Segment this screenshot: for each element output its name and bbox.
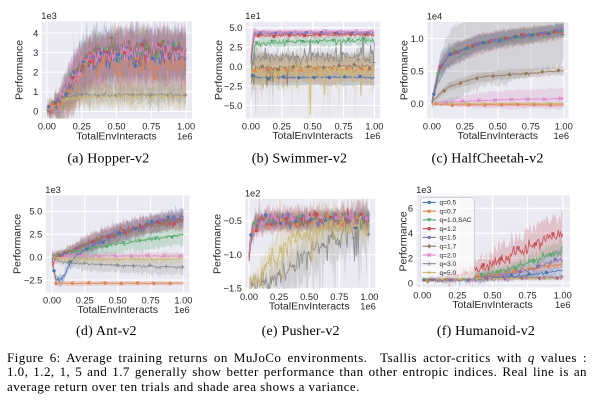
svg-text:0.25: 0.25 xyxy=(273,121,291,131)
svg-text:0.00: 0.00 xyxy=(413,290,431,300)
svg-text:0.00: 0.00 xyxy=(38,122,56,132)
svg-text:q=1.7: q=1.7 xyxy=(440,244,457,251)
svg-text:Performance: Performance xyxy=(12,214,24,274)
svg-text:2.5: 2.5 xyxy=(229,42,242,52)
svg-text:−1.0: −1.0 xyxy=(224,250,242,260)
svg-text:2.5: 2.5 xyxy=(29,230,42,240)
svg-text:0.5: 0.5 xyxy=(411,67,424,77)
svg-text:0.75: 0.75 xyxy=(522,121,540,131)
svg-text:0.50: 0.50 xyxy=(107,122,125,132)
svg-text:1.00: 1.00 xyxy=(555,121,573,131)
svg-text:1e1: 1e1 xyxy=(245,11,261,21)
svg-text:Performance: Performance xyxy=(398,211,410,271)
svg-text:0.50: 0.50 xyxy=(300,292,318,302)
svg-text:0.0: 0.0 xyxy=(229,62,242,72)
svg-text:Performance: Performance xyxy=(14,40,26,100)
svg-text:0.0: 0.0 xyxy=(29,253,42,263)
svg-text:0.00: 0.00 xyxy=(423,121,441,131)
svg-text:1e6: 1e6 xyxy=(365,131,381,141)
svg-text:1e2: 1e2 xyxy=(245,188,261,198)
svg-text:−2.5: −2.5 xyxy=(224,81,242,91)
svg-text:0: 0 xyxy=(408,278,413,288)
svg-text:TotalEnvInteracts: TotalEnvInteracts xyxy=(269,301,350,313)
svg-text:0.25: 0.25 xyxy=(456,121,474,131)
svg-text:0.50: 0.50 xyxy=(304,121,322,131)
svg-text:−1.5: −1.5 xyxy=(224,284,242,294)
svg-text:q=0.7: q=0.7 xyxy=(440,209,457,216)
svg-text:1e4: 1e4 xyxy=(427,11,443,21)
svg-text:3: 3 xyxy=(33,48,38,58)
svg-text:4: 4 xyxy=(408,229,413,239)
svg-text:5.0: 5.0 xyxy=(229,23,242,33)
svg-text:0.00: 0.00 xyxy=(242,121,260,131)
svg-text:1e6: 1e6 xyxy=(174,305,190,315)
svg-text:TotalEnvInteracts: TotalEnvInteracts xyxy=(452,299,533,311)
svg-text:0.75: 0.75 xyxy=(519,290,537,300)
svg-text:1.00: 1.00 xyxy=(554,290,572,300)
svg-text:q=0.5: q=0.5 xyxy=(440,200,457,207)
svg-text:0.75: 0.75 xyxy=(142,122,160,132)
svg-text:1e6: 1e6 xyxy=(177,131,193,141)
svg-text:0: 0 xyxy=(33,107,38,117)
svg-text:1.00: 1.00 xyxy=(174,295,192,305)
svg-text:4: 4 xyxy=(33,28,38,38)
svg-text:TotalEnvInteracts: TotalEnvInteracts xyxy=(272,130,353,142)
svg-text:1e3: 1e3 xyxy=(41,11,57,21)
svg-text:q=1.2: q=1.2 xyxy=(440,226,457,233)
svg-text:1e3: 1e3 xyxy=(416,185,432,195)
svg-text:0.50: 0.50 xyxy=(109,295,127,305)
svg-text:0.50: 0.50 xyxy=(489,121,507,131)
svg-text:1.00: 1.00 xyxy=(177,122,195,132)
svg-text:1: 1 xyxy=(33,87,38,97)
svg-text:q=5.0: q=5.0 xyxy=(440,270,457,277)
svg-text:1.00: 1.00 xyxy=(360,292,378,302)
svg-text:q=3.0: q=3.0 xyxy=(440,261,457,268)
svg-text:0.25: 0.25 xyxy=(76,295,94,305)
svg-text:1e6: 1e6 xyxy=(360,302,376,312)
svg-text:(a) Hopper-v2: (a) Hopper-v2 xyxy=(67,152,149,167)
svg-text:(d) Ant-v2: (d) Ant-v2 xyxy=(76,324,137,339)
svg-text:q=1.5: q=1.5 xyxy=(440,235,457,242)
svg-text:Performance: Performance xyxy=(399,40,411,100)
svg-text:−2.5: −2.5 xyxy=(24,275,42,285)
svg-text:Performance: Performance xyxy=(212,214,224,274)
svg-text:TotalEnvInteracts: TotalEnvInteracts xyxy=(76,130,157,142)
svg-text:2: 2 xyxy=(408,253,413,263)
svg-text:(e) Pusher-v2: (e) Pusher-v2 xyxy=(262,324,340,339)
svg-text:Performance: Performance xyxy=(213,40,225,100)
svg-text:q=2.0: q=2.0 xyxy=(440,252,457,259)
svg-text:6: 6 xyxy=(408,204,413,214)
svg-text:q=1.0,SAC: q=1.0,SAC xyxy=(440,217,472,224)
svg-text:(c) HalfCheetah-v2: (c) HalfCheetah-v2 xyxy=(431,152,543,167)
svg-text:TotalEnvInteracts: TotalEnvInteracts xyxy=(77,304,158,316)
svg-text:1e6: 1e6 xyxy=(553,131,569,141)
svg-text:(b) Swimmer-v2: (b) Swimmer-v2 xyxy=(252,152,347,167)
svg-text:1.0: 1.0 xyxy=(411,34,424,44)
svg-text:0.25: 0.25 xyxy=(448,290,466,300)
svg-text:1e6: 1e6 xyxy=(555,300,571,310)
svg-text:0.50: 0.50 xyxy=(483,290,501,300)
svg-text:0.00: 0.00 xyxy=(43,295,61,305)
svg-text:−0.5: −0.5 xyxy=(224,216,242,226)
svg-text:(f) Humanoid-v2: (f) Humanoid-v2 xyxy=(437,324,535,339)
svg-text:0.25: 0.25 xyxy=(270,292,288,302)
svg-text:5.0: 5.0 xyxy=(29,207,42,217)
svg-text:0.75: 0.75 xyxy=(334,121,352,131)
svg-text:0.75: 0.75 xyxy=(142,295,160,305)
svg-text:1e3: 1e3 xyxy=(45,185,61,195)
svg-text:TotalEnvInteracts: TotalEnvInteracts xyxy=(458,130,539,142)
svg-text:2: 2 xyxy=(33,68,38,78)
svg-text:0.75: 0.75 xyxy=(330,292,348,302)
svg-text:0.00: 0.00 xyxy=(240,292,258,302)
svg-text:0.25: 0.25 xyxy=(73,122,91,132)
svg-text:−5.0: −5.0 xyxy=(224,101,242,111)
svg-text:1.00: 1.00 xyxy=(365,121,383,131)
svg-text:0.0: 0.0 xyxy=(411,99,424,109)
